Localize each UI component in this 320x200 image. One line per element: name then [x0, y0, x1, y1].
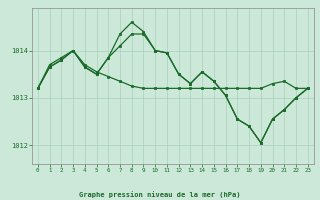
Text: Graphe pression niveau de la mer (hPa): Graphe pression niveau de la mer (hPa) [79, 191, 241, 198]
